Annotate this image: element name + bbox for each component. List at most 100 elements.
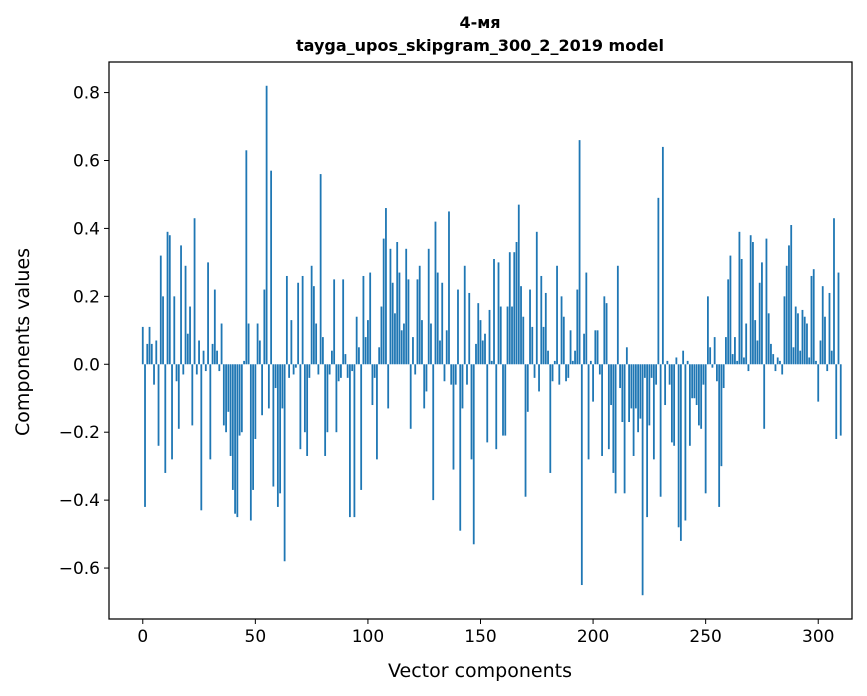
bar-22 (191, 364, 194, 426)
bar-248 (700, 364, 703, 429)
bar-15 (175, 364, 178, 382)
bar-222 (641, 364, 644, 596)
bar-301 (819, 340, 822, 365)
bar-235 (670, 364, 673, 443)
bar-270 (749, 235, 752, 365)
bar-86 (335, 364, 338, 433)
bar-87 (337, 364, 340, 382)
bar-194 (578, 140, 581, 365)
bar-74 (308, 364, 311, 378)
bar-146 (470, 364, 473, 460)
bar-57 (270, 170, 273, 365)
bar-81 (324, 364, 327, 456)
bar-163 (508, 252, 511, 365)
bar-67 (292, 364, 295, 375)
bar-95 (355, 316, 358, 365)
bar-135 (445, 330, 448, 365)
bar-137 (450, 364, 453, 385)
bar-260 (727, 279, 730, 365)
bar-28 (204, 364, 207, 372)
bar-142 (461, 364, 464, 409)
bar-88 (340, 364, 342, 378)
bar-221 (639, 364, 642, 419)
bar-106 (380, 306, 383, 365)
bar-124 (421, 320, 423, 365)
bar-294 (803, 316, 806, 365)
bar-308 (835, 364, 838, 439)
bar-59 (274, 364, 277, 389)
bar-186 (560, 296, 563, 365)
bar-153 (486, 364, 489, 443)
bar-223 (643, 364, 646, 378)
bar-138 (452, 364, 455, 470)
bar-33 (216, 350, 218, 365)
bar-series (141, 85, 842, 596)
x-tick-label-0: 0 (137, 627, 148, 647)
y-tick-label-3: 0.0 (73, 355, 100, 375)
chart-title-line1: 4-мя (459, 13, 500, 32)
bar-32 (213, 289, 216, 365)
bar-291 (797, 313, 799, 365)
bar-218 (632, 364, 635, 456)
bar-55 (265, 85, 268, 365)
bar-226 (650, 364, 653, 378)
y-axis-ticks: −0.6 −0.4 −0.2 0.0 0.2 0.4 0.6 0.8 (59, 84, 109, 579)
bar-131 (436, 272, 439, 365)
bar-157 (495, 364, 498, 450)
bar-290 (794, 306, 797, 365)
bar-132 (439, 340, 441, 365)
bar-193 (576, 289, 579, 365)
x-tick-label-3: 150 (464, 627, 496, 647)
y-tick-label-5: 0.4 (73, 219, 100, 239)
bar-73 (306, 364, 309, 456)
bar-302 (821, 286, 824, 365)
bar-7 (157, 364, 160, 446)
bar-282 (776, 357, 779, 365)
bar-198 (587, 364, 590, 460)
bar-252 (709, 347, 712, 365)
bar-167 (517, 204, 520, 365)
bar-247 (698, 364, 700, 426)
bar-204 (601, 364, 603, 456)
bar-182 (551, 364, 554, 382)
bar-127 (427, 248, 430, 365)
bar-126 (425, 364, 428, 392)
bar-39 (229, 364, 232, 456)
bar-258 (722, 364, 725, 389)
bar-52 (258, 340, 261, 365)
bar-133 (441, 282, 444, 365)
bar-136 (448, 211, 450, 365)
x-tick-label-5: 250 (689, 627, 721, 647)
bar-228 (655, 364, 658, 385)
bar-125 (423, 364, 426, 409)
bar-242 (686, 360, 689, 365)
bar-172 (529, 289, 531, 365)
bar-214 (623, 364, 626, 494)
bar-68 (294, 364, 297, 368)
bar-11 (166, 231, 169, 365)
bar-1 (144, 364, 146, 507)
bar-151 (481, 340, 484, 365)
bar-148 (475, 343, 477, 365)
bar-63 (283, 364, 286, 562)
bar-92 (349, 364, 351, 518)
bar-93 (351, 364, 354, 372)
bar-210 (614, 364, 617, 494)
bar-192 (574, 350, 576, 365)
bar-211 (616, 265, 619, 365)
bar-225 (648, 364, 651, 426)
bar-58 (272, 364, 275, 487)
bar-187 (562, 316, 565, 365)
bar-56 (267, 364, 270, 409)
bar-6 (155, 340, 158, 365)
bar-76 (312, 286, 315, 365)
bar-279 (770, 343, 772, 365)
bar-147 (472, 364, 475, 545)
bar-243 (688, 364, 691, 446)
bar-162 (506, 306, 509, 365)
bar-288 (790, 225, 793, 365)
bar-42 (236, 364, 239, 518)
bar-91 (346, 364, 349, 378)
bar-280 (772, 354, 775, 365)
